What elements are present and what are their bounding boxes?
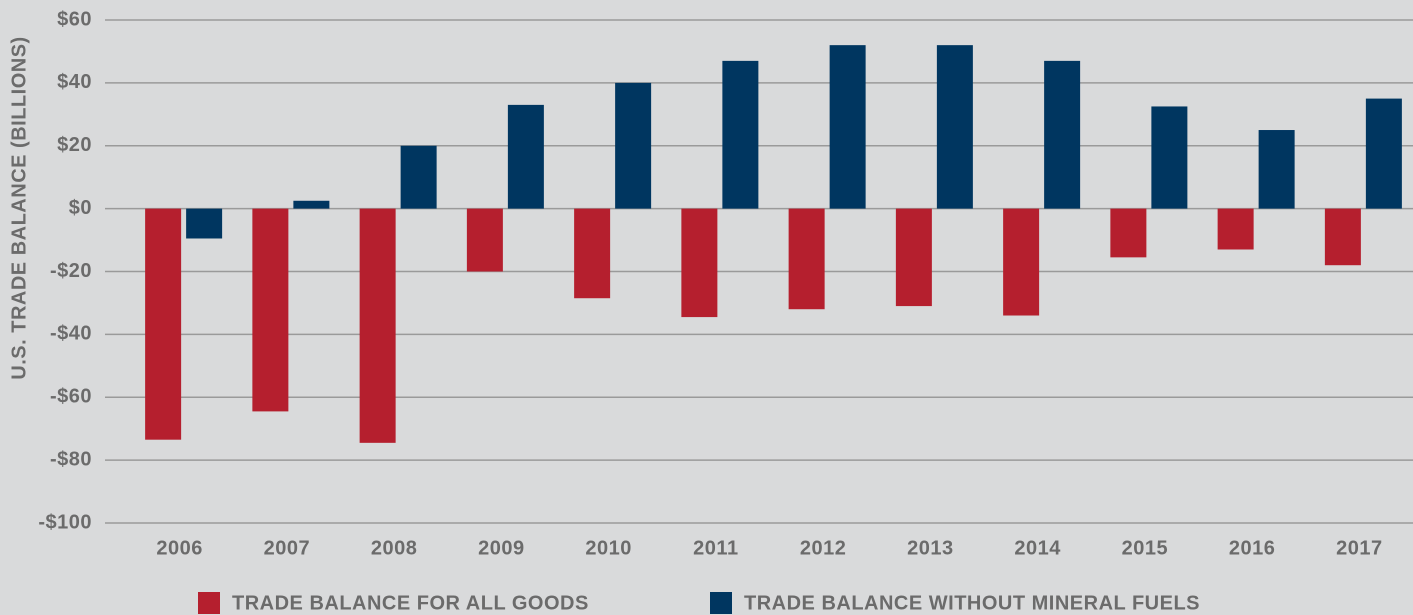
y-tick-label: -$40 xyxy=(50,323,92,345)
bar xyxy=(829,45,866,209)
y-tick-label: $60 xyxy=(57,8,92,30)
bar xyxy=(936,45,973,209)
bar xyxy=(895,208,932,307)
x-tick-label: 2009 xyxy=(478,537,525,559)
bar xyxy=(359,208,396,443)
bar xyxy=(722,60,759,209)
bar xyxy=(145,208,182,440)
x-tick-label: 2016 xyxy=(1229,537,1276,559)
bar xyxy=(1003,208,1040,316)
x-tick-label: 2006 xyxy=(156,537,203,559)
x-tick-label: 2015 xyxy=(1122,537,1169,559)
bar xyxy=(788,208,825,310)
bar xyxy=(186,208,223,239)
bar xyxy=(681,208,718,318)
y-tick-label: $40 xyxy=(57,71,92,93)
x-tick-label: 2013 xyxy=(907,537,954,559)
y-tick-label: -$100 xyxy=(38,511,92,533)
bar xyxy=(1151,106,1188,209)
bar xyxy=(1110,208,1147,258)
legend-label: TRADE BALANCE FOR ALL GOODS xyxy=(232,592,589,614)
bar xyxy=(252,208,289,412)
x-tick-label: 2017 xyxy=(1336,537,1383,559)
y-tick-label: $0 xyxy=(69,197,92,219)
y-axis-title: U.S. TRADE BALANCE (BILLIONS) xyxy=(8,36,30,379)
bar xyxy=(1217,208,1254,250)
x-tick-label: 2014 xyxy=(1014,537,1061,559)
y-tick-label: $20 xyxy=(57,134,92,156)
legend-swatch xyxy=(710,592,732,614)
x-tick-label: 2010 xyxy=(585,537,632,559)
bar xyxy=(1324,208,1361,266)
y-tick-label: -$20 xyxy=(50,260,92,282)
bar xyxy=(400,145,437,209)
x-tick-label: 2011 xyxy=(693,537,738,559)
bar xyxy=(1365,98,1402,209)
bar xyxy=(574,208,611,299)
x-tick-label: 2008 xyxy=(371,537,418,559)
bar xyxy=(1044,60,1081,209)
bar xyxy=(507,104,544,209)
x-tick-label: 2007 xyxy=(264,537,311,559)
bar xyxy=(293,200,330,209)
x-tick-label: 2012 xyxy=(800,537,847,559)
legend-swatch xyxy=(198,592,220,614)
bar xyxy=(615,82,652,209)
bar xyxy=(1258,130,1295,209)
y-tick-label: -$60 xyxy=(50,386,92,408)
bar xyxy=(466,208,503,272)
legend-label: TRADE BALANCE WITHOUT MINERAL FUELS xyxy=(744,592,1200,614)
y-tick-label: -$80 xyxy=(50,448,92,470)
